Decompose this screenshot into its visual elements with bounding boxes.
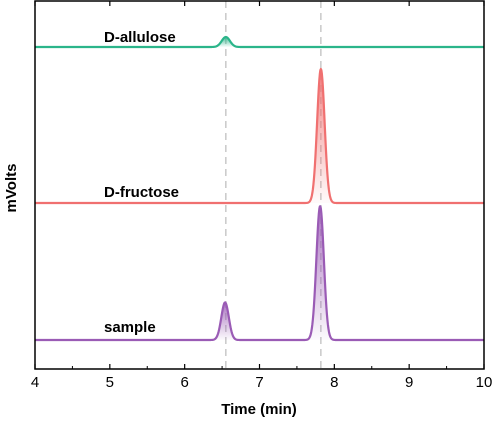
reference-lines	[225, 1, 322, 369]
x-tick-label: 5	[106, 374, 114, 391]
series-line	[34, 35, 485, 49]
series-2: sample	[34, 205, 485, 342]
x-tick-label: 8	[330, 374, 338, 391]
y-axis-label: mVolts	[3, 164, 20, 213]
x-tick-label: 7	[255, 374, 263, 391]
series-line	[34, 67, 485, 205]
series-label: sample	[104, 319, 156, 336]
series-line	[34, 205, 485, 342]
x-axis-label: Time (min)	[221, 401, 297, 418]
series-label: D-allulose	[104, 29, 176, 46]
series-1: D-fructose	[34, 67, 485, 205]
x-tick-label: 4	[31, 374, 39, 391]
series-layer: D-allulose D-fructose sample	[34, 29, 485, 342]
plot-frame	[34, 0, 485, 370]
series-label: D-fructose	[104, 184, 179, 201]
x-tick-label: 10	[476, 374, 493, 391]
x-tick-label: 9	[405, 374, 413, 391]
x-tick-label: 6	[180, 374, 188, 391]
series-0: D-allulose	[34, 29, 485, 49]
x-axis: 4 5 6 7 8 9 10	[31, 1, 493, 391]
